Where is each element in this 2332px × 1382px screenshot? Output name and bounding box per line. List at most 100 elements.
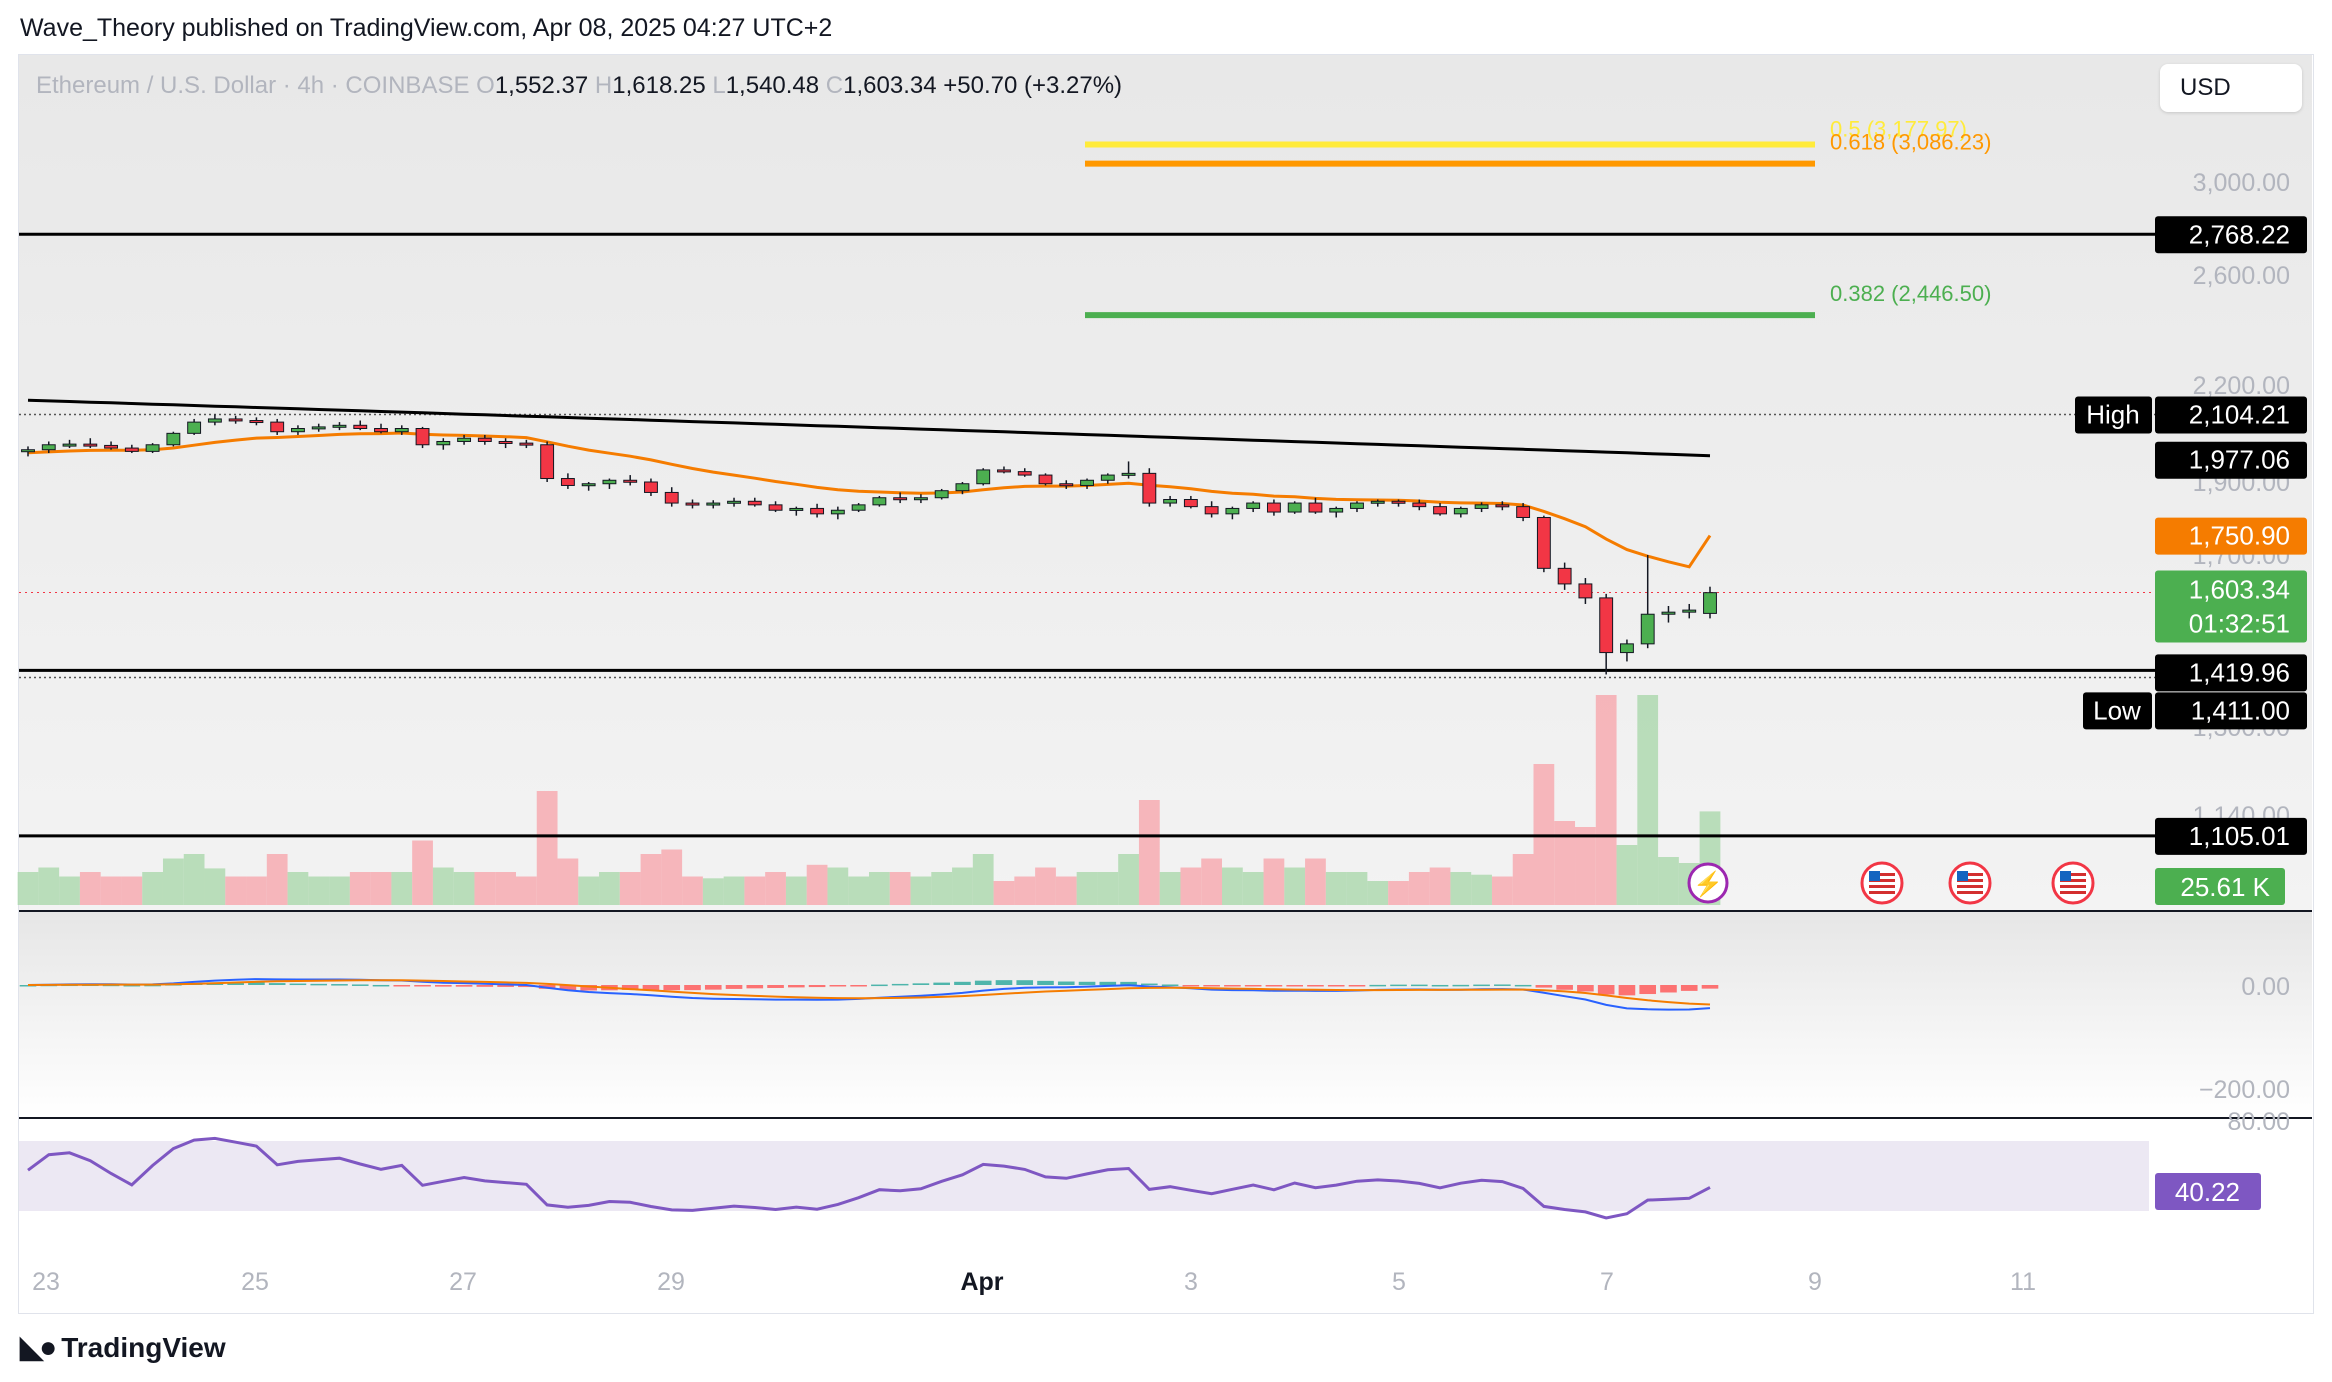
tag-last-price: 1,603.34 [2189,575,2290,605]
macd-hist-bar [1058,982,1075,985]
volume-bar [1056,877,1077,906]
us-flag-icon[interactable] [1950,863,1990,903]
macd-hist-bar [1494,984,1511,986]
legend-symbol[interactable]: Ethereum / U.S. Dollar · 4h · COINBASE [36,72,469,99]
volume-bar [703,878,724,905]
legend-change: +50.70 (+3.27%) [943,72,1122,99]
candle [977,468,990,485]
macd-hist-bar [1432,985,1449,987]
macd-hist-bar [1411,985,1428,987]
candle-body [790,508,803,510]
candle-body [624,480,637,482]
flag-ring [1862,863,1902,903]
macd-hist-bar [954,982,971,985]
candle-body [977,470,990,484]
volume-bar [1305,859,1326,906]
us-flag-icon[interactable] [2053,863,2093,903]
macd-hist-bar [1016,980,1033,985]
flag-ring [1950,863,1990,903]
flag-stripe [1957,885,1983,888]
macd-hist-bar [1037,981,1054,985]
legend-open: 1,552.37 [495,72,588,99]
candle-body [1454,508,1467,513]
time-axis-tick: 9 [1808,1268,1822,1296]
candle-body [1704,593,1717,614]
macd-hist-bar [830,985,847,987]
candle-body [22,450,35,452]
volume-bar [599,872,620,905]
candle [935,489,948,500]
candle-body [998,470,1011,472]
volume-bar [225,877,246,906]
macd-hist-bar [290,984,307,986]
flag-stripe [1869,891,1895,894]
volume-bar [1388,881,1409,905]
candle-body [1475,505,1488,509]
macd-hist-bar [996,980,1013,985]
tag-1105: 1,105.01 [2189,821,2290,851]
time-axis-tick: Apr [960,1268,1003,1296]
macd-hist-bar [352,984,369,986]
candle-body [333,425,346,427]
candle-body [125,448,138,451]
macd-hist-bar [1598,985,1615,994]
volume-bar [641,854,662,905]
time-axis-tick: 11 [2010,1268,2036,1296]
volume-bar [537,791,558,905]
volume-bar [38,868,59,906]
candle [1288,501,1301,514]
volume-bar [59,877,80,906]
flag-canton [1869,871,1880,881]
volume-bar [952,868,973,906]
volume-bar [1077,872,1098,905]
macd-hist-bar [1660,985,1677,992]
volume-bar [744,877,765,906]
macd-hist-bar [1390,985,1407,987]
candle-body [1496,505,1509,507]
candle-body [1537,517,1550,568]
candle-body [1101,475,1114,480]
time-axis-tick: 25 [241,1268,269,1296]
time-axis-tick: 5 [1392,1268,1406,1296]
macd-hist-bar [767,985,784,988]
lightning-icon[interactable]: ⚡ [1689,864,1727,902]
candle-body [686,503,699,505]
candle-body [1392,501,1405,503]
volume-bar [80,872,101,905]
legend-close: 1,603.34 [843,72,936,99]
us-flag-icon[interactable] [1862,863,1902,903]
tag-high: 2,104.21 [2189,399,2290,429]
volume-bar [1118,854,1139,905]
candle-body [416,429,429,445]
macd-hist-bar [1328,985,1345,987]
price-axis-tick: 2,200.00 [2193,372,2290,400]
candle-body [645,482,658,492]
volume-bar [1284,868,1305,906]
flag-stripe [1957,891,1983,894]
macd-hist-bar [456,985,473,987]
candle-body [354,425,367,428]
volume-bar [1617,845,1638,905]
macd-hist-bar [1619,985,1636,995]
tradingview-logo[interactable]: ◣● TradingView [20,1330,226,1365]
volume-bar [661,850,682,906]
candle-body [914,498,927,500]
candle-body [831,510,844,514]
currency-button[interactable]: USD [2160,64,2302,112]
time-axis-tick: 23 [32,1268,60,1296]
candle-body [520,443,533,445]
candle [146,443,159,453]
price-axis-tick: 2,600.00 [2193,262,2290,290]
candle-body [229,419,242,421]
candle [541,441,554,482]
candle-body [582,484,595,486]
time-axis-tick: 29 [657,1268,685,1296]
candle [873,496,886,507]
volume-bar [267,854,288,905]
fib-label-0382: 0.382 (2,446.50) [1830,281,1991,306]
candle-body [935,491,948,498]
tradingview-logo-icon: ◣● [20,1330,53,1365]
volume-bar [765,872,786,905]
tag-low: 1,411.00 [2191,695,2290,725]
